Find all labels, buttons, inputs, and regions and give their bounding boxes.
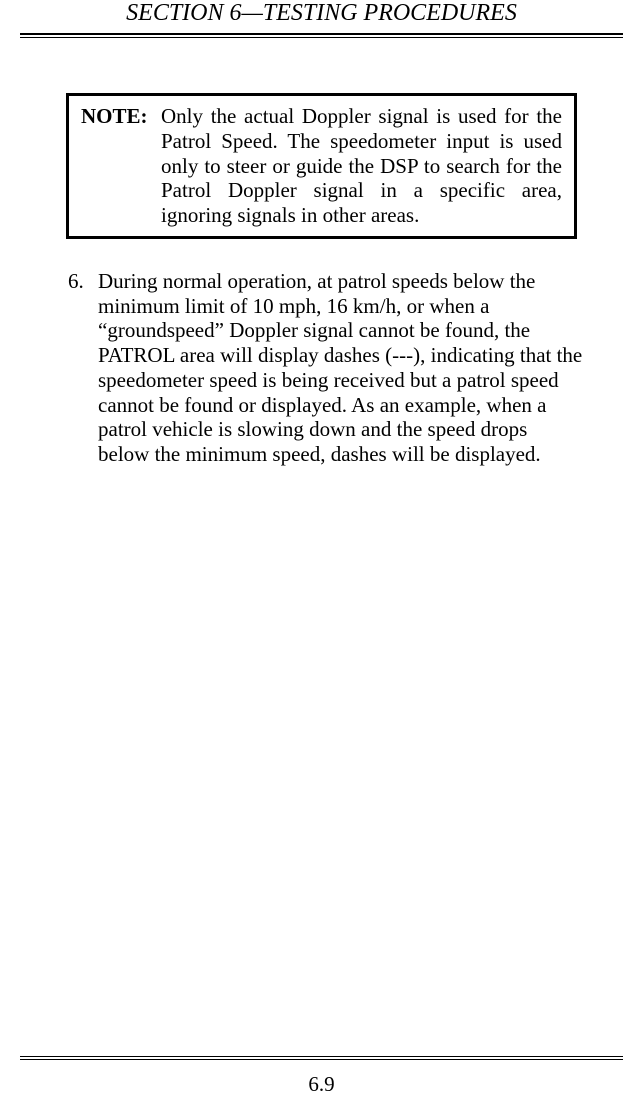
page-content: NOTE: Only the actual Doppler signal is … [20,38,623,1056]
list-number: 6. [68,269,98,294]
note-label: NOTE: [81,104,148,129]
note-text: Only the actual Doppler signal is used f… [161,104,562,228]
list-item-6: 6.During normal operation, at patrol spe… [60,269,583,467]
page-footer: 6.9 [20,1059,623,1115]
page-number: 6.9 [308,1072,334,1096]
section-title: SECTION 6—TESTING PROCEDURES [126,0,517,26]
note-box: NOTE: Only the actual Doppler signal is … [66,93,577,239]
section-header: SECTION 6—TESTING PROCEDURES [20,0,623,35]
document-page: SECTION 6—TESTING PROCEDURES NOTE: Only … [0,0,643,1115]
footer-container: 6.9 [20,1056,623,1115]
list-text: During normal operation, at patrol speed… [98,269,582,466]
footer-rule [20,1056,623,1057]
